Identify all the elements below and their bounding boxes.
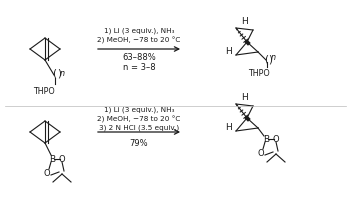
Text: O: O bbox=[59, 155, 65, 163]
Text: n: n bbox=[59, 68, 65, 78]
Text: O: O bbox=[44, 169, 50, 177]
Text: n: n bbox=[270, 53, 276, 63]
Text: n = 3–8: n = 3–8 bbox=[123, 63, 155, 71]
Text: 2) MeOH, −78 to 20 °C: 2) MeOH, −78 to 20 °C bbox=[97, 115, 181, 123]
Text: H: H bbox=[226, 123, 232, 131]
Text: (: ( bbox=[264, 54, 268, 64]
Text: 2) MeOH, −78 to 20 °C: 2) MeOH, −78 to 20 °C bbox=[97, 36, 181, 44]
Text: O: O bbox=[258, 148, 264, 158]
Text: O: O bbox=[273, 134, 279, 144]
Text: H: H bbox=[241, 17, 247, 25]
Text: B: B bbox=[49, 155, 55, 163]
Text: (: ( bbox=[52, 69, 56, 79]
Text: 3) 2 N HCl (3.5 equiv.): 3) 2 N HCl (3.5 equiv.) bbox=[99, 125, 179, 131]
Text: THPO: THPO bbox=[248, 70, 270, 78]
Text: 79%: 79% bbox=[130, 138, 148, 148]
Text: 1) Li (3 equiv.), NH₃: 1) Li (3 equiv.), NH₃ bbox=[104, 28, 174, 34]
Text: B: B bbox=[263, 134, 269, 144]
Text: 63–88%: 63–88% bbox=[122, 53, 156, 63]
Text: ): ) bbox=[268, 54, 272, 64]
Text: H: H bbox=[241, 92, 247, 102]
Text: ): ) bbox=[57, 69, 61, 79]
Text: 1) Li (3 equiv.), NH₃: 1) Li (3 equiv.), NH₃ bbox=[104, 107, 174, 113]
Text: H: H bbox=[226, 46, 232, 56]
Text: THPO: THPO bbox=[33, 88, 55, 96]
